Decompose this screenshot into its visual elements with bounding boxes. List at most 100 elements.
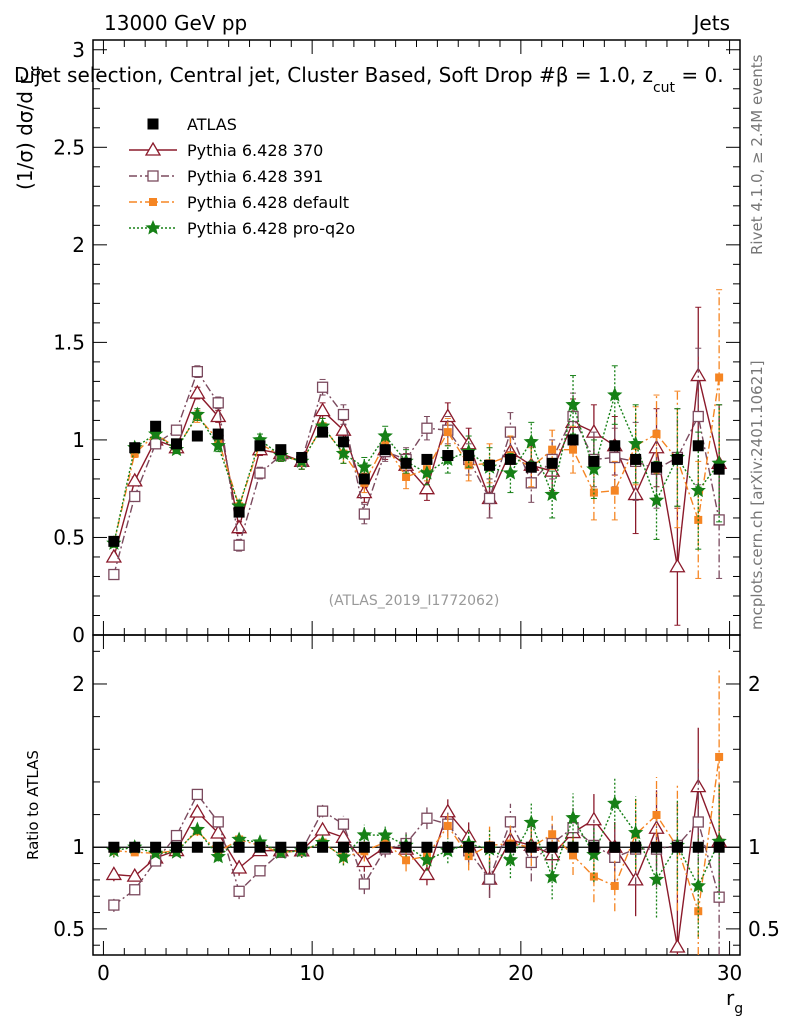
data-point — [130, 449, 139, 458]
legend-label: Pythia 6.428 default — [187, 193, 349, 212]
data-point — [525, 461, 537, 473]
ratio-point — [314, 821, 331, 836]
y-axis-label: (1/σ) dσ/d rg — [13, 68, 44, 190]
data-point — [191, 430, 203, 442]
ratio-point — [652, 810, 661, 819]
ratio-point — [233, 885, 245, 897]
ratio-point — [377, 827, 393, 842]
data-point — [548, 445, 557, 454]
x-tick-label: 30 — [717, 961, 742, 985]
data-point — [671, 453, 683, 465]
legend-entry: Pythia 6.428 370 — [129, 141, 323, 160]
ratio-point — [191, 841, 203, 853]
x-tick-label: 10 — [299, 961, 324, 985]
x-axis-label-sub: g — [734, 1001, 743, 1017]
data-point — [569, 445, 578, 454]
ratio-point — [275, 841, 287, 853]
data-point — [588, 455, 600, 467]
ratio-point — [105, 866, 123, 881]
ratio-point — [715, 752, 724, 761]
ratio-point — [483, 873, 496, 885]
ratio-point — [610, 881, 619, 890]
ratio-point — [191, 788, 204, 801]
selection-title-main: Dijet selection, Central jet, Cluster Ba… — [14, 63, 653, 87]
legend-marker — [144, 141, 162, 156]
ratio-point — [484, 841, 496, 853]
ratio-point — [316, 805, 329, 817]
data-point — [504, 453, 516, 465]
data-point — [421, 453, 433, 465]
ratio-point — [419, 851, 435, 867]
data-point — [715, 373, 724, 382]
ratio-point — [523, 814, 539, 830]
data-point — [356, 459, 373, 474]
ratio-axis-label: Ratio to ATLAS — [24, 750, 42, 860]
data-point — [439, 408, 456, 423]
selection-title: Dijet selection, Central jet, Cluster Ba… — [14, 63, 724, 96]
data-point — [648, 492, 665, 507]
ratio-point — [212, 816, 224, 828]
y-tick-label-ratio: 2 — [72, 672, 85, 696]
data-point — [546, 457, 558, 469]
series-line — [113, 392, 720, 544]
data-point — [713, 463, 725, 475]
data-point — [170, 438, 182, 450]
ratio-point — [713, 841, 725, 853]
data-point — [692, 410, 704, 423]
data-point — [651, 461, 663, 473]
data-point — [379, 444, 391, 456]
mcplots-label: mcplots.cern.ch [arXiv:2401.10621] — [748, 360, 766, 630]
ratio-point — [569, 851, 578, 860]
series-atlas — [108, 420, 725, 547]
data-point — [400, 457, 412, 469]
y-tick-label-ratio: 0.5 — [53, 917, 85, 941]
legend-marker — [145, 219, 161, 235]
legend-label: Pythia 6.428 pro-q2o — [187, 219, 355, 238]
ratio-data-layer — [105, 670, 728, 955]
data-point — [358, 473, 370, 485]
ratio-point — [443, 821, 452, 830]
data-point — [189, 406, 205, 422]
data-point — [129, 490, 141, 503]
data-point — [314, 402, 331, 417]
data-point — [337, 408, 350, 421]
data-point — [565, 396, 581, 412]
ratio-point — [630, 841, 642, 853]
ratio-point — [421, 841, 433, 853]
data-point — [212, 428, 224, 440]
data-point — [149, 438, 162, 450]
data-point — [544, 486, 560, 502]
ratio-series-line — [113, 786, 720, 948]
data-point — [358, 508, 370, 520]
category-label: Jets — [692, 11, 730, 35]
data-point — [191, 365, 204, 378]
data-point — [567, 434, 579, 446]
x-axis-label-main: r — [726, 986, 735, 1010]
ratio-point — [358, 841, 370, 853]
data-point — [630, 453, 642, 465]
data-point — [108, 568, 120, 581]
ratio-point — [212, 841, 224, 853]
data-point — [126, 472, 143, 487]
ratio-point — [402, 856, 411, 865]
ratio-point — [607, 795, 623, 810]
ratio-point — [418, 866, 436, 881]
data-point — [108, 535, 120, 547]
data-point — [105, 548, 123, 563]
analysis-id: (ATLAS_2019_I1772062) — [329, 593, 500, 609]
y-tick-label-main: 0 — [72, 623, 85, 647]
ratio-point — [379, 841, 391, 853]
y-tick-label-main: 1.5 — [53, 330, 85, 354]
data-point — [317, 426, 329, 438]
ratio-point — [609, 841, 621, 853]
y-tick-label-ratio-right: 1 — [748, 835, 761, 859]
ratio-point — [108, 841, 120, 853]
y-tick-label-main: 3 — [72, 38, 85, 62]
data-point — [609, 440, 621, 452]
data-point — [212, 397, 224, 409]
legend-marker — [147, 170, 159, 182]
ratio-point — [502, 851, 519, 867]
main-data-layer — [105, 289, 728, 626]
ratio-point — [150, 841, 162, 853]
ratio-series-atlas — [108, 841, 725, 853]
